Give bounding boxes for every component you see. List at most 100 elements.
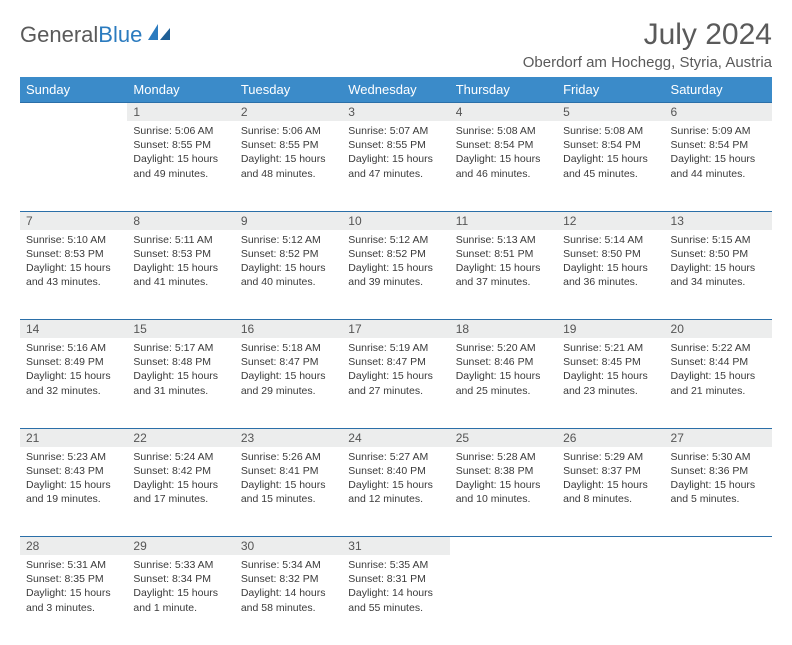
day-cell: Sunrise: 5:29 AMSunset: 8:37 PMDaylight:…: [557, 447, 664, 537]
daylight-text: Daylight: 15 hours and 37 minutes.: [456, 261, 551, 289]
day-number: [665, 537, 772, 556]
day-cell: Sunrise: 5:26 AMSunset: 8:41 PMDaylight:…: [235, 447, 342, 537]
day-number: 19: [557, 320, 664, 339]
day-number: 16: [235, 320, 342, 339]
day-cell: [665, 555, 772, 645]
sunset-text: Sunset: 8:52 PM: [348, 247, 443, 261]
sunrise-text: Sunrise: 5:19 AM: [348, 341, 443, 355]
day-content-row: Sunrise: 5:23 AMSunset: 8:43 PMDaylight:…: [20, 447, 772, 537]
location: Oberdorf am Hochegg, Styria, Austria: [523, 54, 772, 71]
sunrise-text: Sunrise: 5:11 AM: [133, 233, 228, 247]
day-cell: Sunrise: 5:33 AMSunset: 8:34 PMDaylight:…: [127, 555, 234, 645]
day-cell: Sunrise: 5:06 AMSunset: 8:55 PMDaylight:…: [127, 121, 234, 211]
daylight-text: Daylight: 14 hours and 55 minutes.: [348, 586, 443, 614]
sunset-text: Sunset: 8:49 PM: [26, 355, 121, 369]
day-number: 30: [235, 537, 342, 556]
logo-text-2: Blue: [98, 22, 142, 48]
daylight-text: Daylight: 15 hours and 41 minutes.: [133, 261, 228, 289]
sunset-text: Sunset: 8:47 PM: [348, 355, 443, 369]
daylight-text: Daylight: 15 hours and 46 minutes.: [456, 152, 551, 180]
sunrise-text: Sunrise: 5:06 AM: [241, 124, 336, 138]
daylight-text: Daylight: 15 hours and 47 minutes.: [348, 152, 443, 180]
day-cell: Sunrise: 5:10 AMSunset: 8:53 PMDaylight:…: [20, 230, 127, 320]
sunrise-text: Sunrise: 5:10 AM: [26, 233, 121, 247]
day-number: 18: [450, 320, 557, 339]
daylight-text: Daylight: 15 hours and 1 minute.: [133, 586, 228, 614]
sunset-text: Sunset: 8:54 PM: [671, 138, 766, 152]
daylight-text: Daylight: 15 hours and 36 minutes.: [563, 261, 658, 289]
day-content-row: Sunrise: 5:16 AMSunset: 8:49 PMDaylight:…: [20, 338, 772, 428]
day-number-row: 14151617181920: [20, 320, 772, 339]
day-number: 25: [450, 428, 557, 447]
logo-sail-icon: [146, 22, 172, 48]
day-number: 22: [127, 428, 234, 447]
weekday-header: Saturday: [665, 77, 772, 103]
sunrise-text: Sunrise: 5:24 AM: [133, 450, 228, 464]
sunset-text: Sunset: 8:45 PM: [563, 355, 658, 369]
day-number: 6: [665, 103, 772, 122]
day-number: 21: [20, 428, 127, 447]
day-number: [450, 537, 557, 556]
sunrise-text: Sunrise: 5:33 AM: [133, 558, 228, 572]
day-number: 31: [342, 537, 449, 556]
daylight-text: Daylight: 15 hours and 48 minutes.: [241, 152, 336, 180]
daylight-text: Daylight: 15 hours and 10 minutes.: [456, 478, 551, 506]
day-number: 3: [342, 103, 449, 122]
weekday-header: Sunday: [20, 77, 127, 103]
daylight-text: Daylight: 15 hours and 29 minutes.: [241, 369, 336, 397]
logo-text-1: General: [20, 22, 98, 48]
weekday-header: Monday: [127, 77, 234, 103]
weekday-header: Thursday: [450, 77, 557, 103]
daylight-text: Daylight: 15 hours and 8 minutes.: [563, 478, 658, 506]
sunset-text: Sunset: 8:52 PM: [241, 247, 336, 261]
sunrise-text: Sunrise: 5:22 AM: [671, 341, 766, 355]
day-number: 11: [450, 211, 557, 230]
daylight-text: Daylight: 15 hours and 39 minutes.: [348, 261, 443, 289]
daylight-text: Daylight: 14 hours and 58 minutes.: [241, 586, 336, 614]
day-number: 12: [557, 211, 664, 230]
sunrise-text: Sunrise: 5:30 AM: [671, 450, 766, 464]
daylight-text: Daylight: 15 hours and 43 minutes.: [26, 261, 121, 289]
day-cell: Sunrise: 5:14 AMSunset: 8:50 PMDaylight:…: [557, 230, 664, 320]
day-number: 9: [235, 211, 342, 230]
daylight-text: Daylight: 15 hours and 23 minutes.: [563, 369, 658, 397]
sunrise-text: Sunrise: 5:06 AM: [133, 124, 228, 138]
logo: GeneralBlue: [20, 18, 172, 48]
day-cell: Sunrise: 5:15 AMSunset: 8:50 PMDaylight:…: [665, 230, 772, 320]
day-cell: Sunrise: 5:08 AMSunset: 8:54 PMDaylight:…: [557, 121, 664, 211]
day-cell: Sunrise: 5:30 AMSunset: 8:36 PMDaylight:…: [665, 447, 772, 537]
day-number: 14: [20, 320, 127, 339]
day-cell: Sunrise: 5:09 AMSunset: 8:54 PMDaylight:…: [665, 121, 772, 211]
sunset-text: Sunset: 8:40 PM: [348, 464, 443, 478]
sunset-text: Sunset: 8:53 PM: [26, 247, 121, 261]
sunset-text: Sunset: 8:53 PM: [133, 247, 228, 261]
daylight-text: Daylight: 15 hours and 49 minutes.: [133, 152, 228, 180]
day-number: 7: [20, 211, 127, 230]
day-number: 20: [665, 320, 772, 339]
sunset-text: Sunset: 8:43 PM: [26, 464, 121, 478]
day-cell: Sunrise: 5:06 AMSunset: 8:55 PMDaylight:…: [235, 121, 342, 211]
daylight-text: Daylight: 15 hours and 27 minutes.: [348, 369, 443, 397]
sunrise-text: Sunrise: 5:12 AM: [348, 233, 443, 247]
day-cell: Sunrise: 5:18 AMSunset: 8:47 PMDaylight:…: [235, 338, 342, 428]
daylight-text: Daylight: 15 hours and 44 minutes.: [671, 152, 766, 180]
day-number: 28: [20, 537, 127, 556]
day-cell: Sunrise: 5:20 AMSunset: 8:46 PMDaylight:…: [450, 338, 557, 428]
sunrise-text: Sunrise: 5:27 AM: [348, 450, 443, 464]
sunset-text: Sunset: 8:31 PM: [348, 572, 443, 586]
day-cell: Sunrise: 5:08 AMSunset: 8:54 PMDaylight:…: [450, 121, 557, 211]
day-number: 27: [665, 428, 772, 447]
day-cell: Sunrise: 5:22 AMSunset: 8:44 PMDaylight:…: [665, 338, 772, 428]
day-number: 13: [665, 211, 772, 230]
daylight-text: Daylight: 15 hours and 45 minutes.: [563, 152, 658, 180]
day-cell: Sunrise: 5:17 AMSunset: 8:48 PMDaylight:…: [127, 338, 234, 428]
daylight-text: Daylight: 15 hours and 3 minutes.: [26, 586, 121, 614]
day-cell: Sunrise: 5:34 AMSunset: 8:32 PMDaylight:…: [235, 555, 342, 645]
day-number: 24: [342, 428, 449, 447]
sunset-text: Sunset: 8:44 PM: [671, 355, 766, 369]
day-content-row: Sunrise: 5:10 AMSunset: 8:53 PMDaylight:…: [20, 230, 772, 320]
daylight-text: Daylight: 15 hours and 21 minutes.: [671, 369, 766, 397]
sunset-text: Sunset: 8:32 PM: [241, 572, 336, 586]
day-number: [20, 103, 127, 122]
day-number-row: 78910111213: [20, 211, 772, 230]
